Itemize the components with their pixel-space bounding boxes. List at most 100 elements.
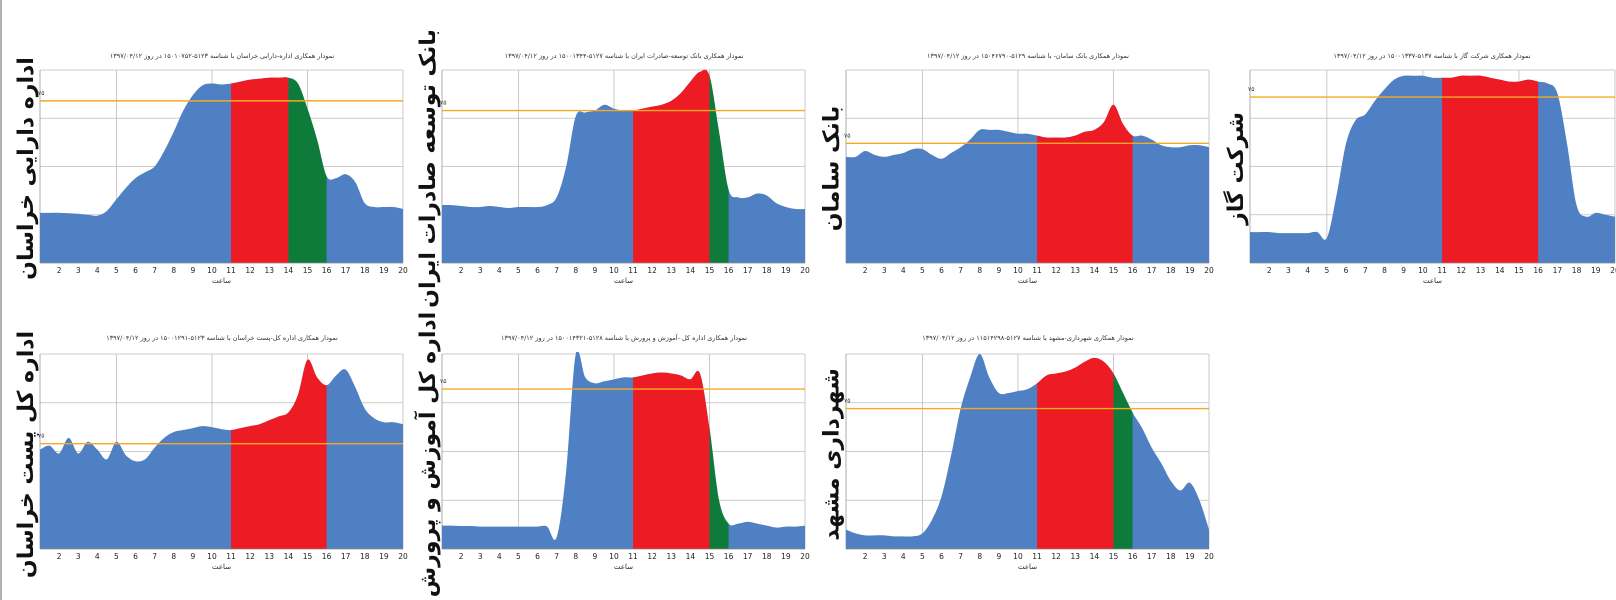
x-tick-label: 13 xyxy=(1070,552,1080,561)
x-tick-label: 10 xyxy=(207,552,217,561)
x-tick-label: 5 xyxy=(920,266,925,275)
x-tick-label: 12 xyxy=(245,266,255,275)
x-tick-label: 15 xyxy=(303,552,313,561)
x-tick-label: 12 xyxy=(647,266,657,275)
x-tick-label: 14 xyxy=(686,266,696,275)
x-tick-label: 8 xyxy=(977,552,982,561)
x-tick-label: 15 xyxy=(705,266,715,275)
area-base xyxy=(442,69,805,263)
x-tick-label: 8 xyxy=(977,266,982,275)
x-tick-label: 7 xyxy=(958,266,963,275)
x-tick-label: 9 xyxy=(190,266,195,275)
chart-title: نمودار همکاری شهرداری-مشهد با شناسه ۵۱۲۷… xyxy=(922,334,1134,342)
chart-5: نمودار همکاری اداره کل-پست خراسان با شنا… xyxy=(38,334,408,571)
x-tick-label: 10 xyxy=(1418,266,1428,275)
x-tick-label: 6 xyxy=(535,266,540,275)
chart-2: نمودار همکاری بانک توسعه-صادرات ایران با… xyxy=(440,52,810,285)
x-tick-label: 3 xyxy=(478,266,483,275)
x-tick-label: 17 xyxy=(743,552,753,561)
x-tick-label: 17 xyxy=(1147,266,1157,275)
organization-label: بانک سامان xyxy=(819,105,845,231)
x-tick-label: 18 xyxy=(1166,552,1176,561)
chart-4: نمودار همکاری شرکت گاز با شناسه ۵۱۳۷-۱۵۰… xyxy=(1248,52,1616,285)
area-segment-2 xyxy=(709,352,729,549)
threshold-label: ۷۵ xyxy=(440,100,446,107)
area-base xyxy=(846,354,1209,549)
x-tick-label: 13 xyxy=(264,266,274,275)
chart-1: نمودار همکاری اداره-دارایی خراسان با شنا… xyxy=(38,52,408,285)
x-tick-label: 5 xyxy=(1324,266,1329,275)
x-tick-label: 20 xyxy=(398,552,408,561)
area-base xyxy=(40,77,403,263)
x-tick-label: 16 xyxy=(1128,552,1138,561)
chart-title: نمودار همکاری اداره-دارایی خراسان با شنا… xyxy=(110,52,335,60)
area-base xyxy=(846,104,1209,263)
x-tick-label: 16 xyxy=(724,552,734,561)
x-tick-label: 17 xyxy=(341,552,351,561)
x-tick-label: 8 xyxy=(1382,266,1387,275)
x-tick-label: 11 xyxy=(628,266,638,275)
chart-3: نمودار همکاری بانک سامان- با شناسه ۵۱۲۹-… xyxy=(844,52,1214,285)
x-tick-label: 18 xyxy=(1572,266,1582,275)
x-tick-label: 19 xyxy=(1185,552,1195,561)
x-tick-label: 5 xyxy=(114,266,119,275)
x-tick-label: 15 xyxy=(705,552,715,561)
x-tick-label: 9 xyxy=(1401,266,1406,275)
x-tick-labels: 2 3 4 5 6 7 8 9 10 11 12 13 14 15 16 17 18 19 20 xyxy=(863,552,1214,561)
x-tick-label: 11 xyxy=(1032,552,1042,561)
threshold-label: ۷۵ xyxy=(440,378,446,385)
x-tick-label: 18 xyxy=(1166,266,1176,275)
x-tick-label: 13 xyxy=(1070,266,1080,275)
x-tick-label: 19 xyxy=(379,266,389,275)
x-tick-label: 17 xyxy=(341,266,351,275)
x-tick-label: 2 xyxy=(863,552,868,561)
x-tick-label: 2 xyxy=(1267,266,1272,275)
x-tick-label: 14 xyxy=(1495,266,1505,275)
x-tick-label: 6 xyxy=(939,266,944,275)
x-tick-label: 7 xyxy=(554,266,559,275)
x-tick-label: 10 xyxy=(207,266,217,275)
x-tick-label: 3 xyxy=(882,266,887,275)
x-tick-label: 4 xyxy=(497,266,502,275)
x-tick-label: 11 xyxy=(1032,266,1042,275)
x-tick-label: 17 xyxy=(1553,266,1563,275)
x-tick-label: 20 xyxy=(398,266,408,275)
x-tick-label: 13 xyxy=(666,552,676,561)
x-tick-label: 15 xyxy=(1514,266,1524,275)
chart-title: نمودار همکاری بانک سامان- با شناسه ۵۱۲۹-… xyxy=(927,52,1129,60)
organization-label: اداره کل آموزش و پرورش xyxy=(415,311,441,597)
x-tick-label: 3 xyxy=(478,552,483,561)
x-tick-label: 8 xyxy=(171,266,176,275)
x-tick-label: 8 xyxy=(171,552,176,561)
x-tick-label: 8 xyxy=(573,266,578,275)
area-segment-1 xyxy=(231,359,327,549)
x-tick-label: 4 xyxy=(1305,266,1310,275)
x-tick-label: 11 xyxy=(226,552,236,561)
x-tick-label: 4 xyxy=(95,552,100,561)
organization-label: شهرداری مشهد xyxy=(819,367,845,541)
x-tick-labels: 2 3 4 5 6 7 8 9 10 11 12 13 14 15 16 17 18 19 20 xyxy=(57,552,408,561)
x-tick-label: 12 xyxy=(1051,266,1061,275)
x-tick-label: 16 xyxy=(322,552,332,561)
x-tick-label: 6 xyxy=(1344,266,1349,275)
x-tick-label: 12 xyxy=(1457,266,1467,275)
x-tick-label: 5 xyxy=(516,552,521,561)
x-tick-label: 19 xyxy=(379,552,389,561)
x-tick-label: 7 xyxy=(554,552,559,561)
x-tick-label: 5 xyxy=(516,266,521,275)
x-tick-label: 7 xyxy=(152,552,157,561)
x-tick-label: 12 xyxy=(1051,552,1061,561)
x-tick-label: 13 xyxy=(264,552,274,561)
x-tick-label: 6 xyxy=(939,552,944,561)
area-segment-2 xyxy=(709,69,729,263)
organization-label: اداره دارایی خراسان xyxy=(13,56,39,280)
x-tick-label: 14 xyxy=(686,552,696,561)
x-tick-label: 13 xyxy=(1476,266,1486,275)
x-tick-label: 4 xyxy=(901,552,906,561)
x-tick-label: 16 xyxy=(322,266,332,275)
x-tick-label: 9 xyxy=(996,266,1001,275)
chart-title: نمودار همکاری اداره کل-پست خراسان با شنا… xyxy=(106,334,338,342)
x-tick-label: 16 xyxy=(1533,266,1543,275)
x-tick-label: 7 xyxy=(1363,266,1368,275)
